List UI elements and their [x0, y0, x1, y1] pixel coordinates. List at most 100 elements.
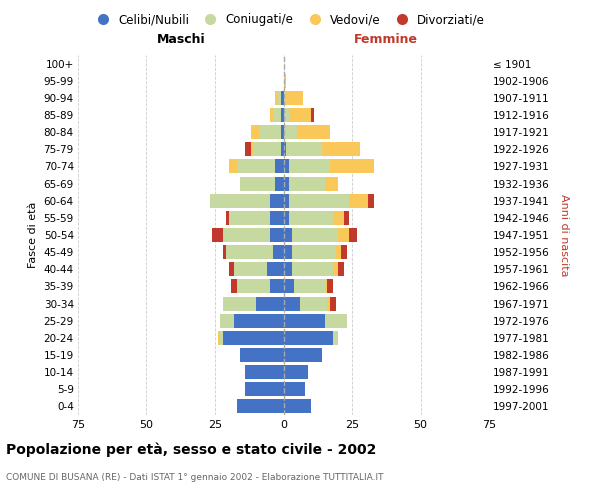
Bar — [284, 91, 286, 105]
Bar — [322, 142, 360, 156]
Bar — [281, 142, 284, 156]
Bar — [251, 142, 253, 156]
Bar — [229, 211, 270, 225]
Bar — [281, 91, 284, 105]
Text: Femmine: Femmine — [354, 32, 418, 46]
Bar — [284, 314, 325, 328]
Bar — [270, 108, 272, 122]
Bar — [284, 365, 308, 379]
Bar — [286, 91, 302, 105]
Bar — [341, 245, 347, 259]
Bar — [245, 142, 251, 156]
Bar — [330, 160, 374, 173]
Bar — [325, 280, 328, 293]
Y-axis label: Fasce di età: Fasce di età — [28, 202, 38, 268]
Bar — [209, 194, 270, 207]
Bar — [229, 262, 234, 276]
Bar — [226, 211, 229, 225]
Bar — [284, 211, 289, 225]
Bar — [284, 400, 311, 413]
Bar — [275, 91, 278, 105]
Bar — [245, 365, 284, 379]
Bar — [284, 125, 297, 139]
Text: COMUNE DI BUSANA (RE) - Dati ISTAT 1° gennaio 2002 - Elaborazione TUTTITALIA.IT: COMUNE DI BUSANA (RE) - Dati ISTAT 1° ge… — [6, 472, 383, 482]
Bar — [333, 211, 344, 225]
Bar — [284, 296, 300, 310]
Bar — [239, 176, 275, 190]
Bar — [275, 160, 284, 173]
Bar — [218, 331, 220, 345]
Bar — [289, 160, 330, 173]
Bar — [212, 228, 223, 242]
Bar — [284, 228, 292, 242]
Bar — [226, 245, 272, 259]
Bar — [328, 280, 333, 293]
Bar — [284, 280, 295, 293]
Bar — [284, 176, 289, 190]
Bar — [333, 331, 338, 345]
Bar — [223, 296, 256, 310]
Bar — [344, 211, 349, 225]
Bar — [245, 382, 284, 396]
Bar — [338, 262, 344, 276]
Bar — [281, 125, 284, 139]
Bar — [229, 160, 237, 173]
Bar — [239, 348, 284, 362]
Bar — [259, 125, 281, 139]
Bar — [325, 314, 347, 328]
Bar — [223, 228, 270, 242]
Bar — [289, 176, 325, 190]
Bar — [256, 296, 284, 310]
Bar — [278, 91, 281, 105]
Bar — [335, 245, 341, 259]
Bar — [289, 211, 333, 225]
Bar — [289, 108, 311, 122]
Bar — [234, 314, 284, 328]
Bar — [270, 194, 284, 207]
Text: Maschi: Maschi — [157, 32, 205, 46]
Bar — [272, 108, 281, 122]
Bar — [223, 331, 284, 345]
Bar — [333, 262, 338, 276]
Bar — [292, 262, 333, 276]
Bar — [284, 331, 333, 345]
Bar — [295, 280, 325, 293]
Bar — [368, 194, 374, 207]
Bar — [284, 108, 289, 122]
Bar — [270, 228, 284, 242]
Bar — [270, 211, 284, 225]
Bar — [284, 74, 286, 88]
Bar — [349, 228, 358, 242]
Bar — [272, 245, 284, 259]
Bar — [311, 108, 314, 122]
Bar — [284, 382, 305, 396]
Bar — [251, 125, 259, 139]
Bar — [284, 262, 292, 276]
Bar — [349, 194, 368, 207]
Y-axis label: Anni di nascita: Anni di nascita — [559, 194, 569, 276]
Bar — [330, 296, 335, 310]
Bar — [328, 296, 330, 310]
Bar — [284, 245, 292, 259]
Bar — [300, 296, 328, 310]
Bar — [220, 314, 234, 328]
Bar — [220, 331, 223, 345]
Bar — [234, 262, 267, 276]
Bar — [297, 125, 330, 139]
Bar — [281, 108, 284, 122]
Text: Popolazione per età, sesso e stato civile - 2002: Popolazione per età, sesso e stato civil… — [6, 442, 376, 457]
Bar — [237, 280, 270, 293]
Legend: Celibi/Nubili, Coniugati/e, Vedovi/e, Divorziati/e: Celibi/Nubili, Coniugati/e, Vedovi/e, Di… — [86, 8, 490, 31]
Bar — [338, 228, 349, 242]
Bar — [289, 194, 349, 207]
Bar — [253, 142, 281, 156]
Bar — [232, 280, 237, 293]
Bar — [237, 400, 284, 413]
Bar — [223, 245, 226, 259]
Bar — [267, 262, 284, 276]
Bar — [286, 142, 322, 156]
Bar — [284, 142, 286, 156]
Bar — [284, 194, 289, 207]
Bar — [270, 280, 284, 293]
Bar — [237, 160, 275, 173]
